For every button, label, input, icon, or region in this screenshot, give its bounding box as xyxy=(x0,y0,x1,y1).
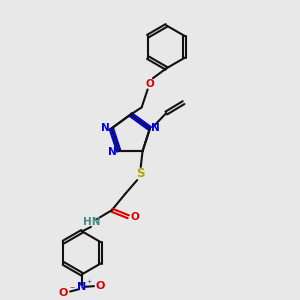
Text: S: S xyxy=(136,167,144,180)
Text: O: O xyxy=(95,281,105,291)
Text: $^{+}$: $^{+}$ xyxy=(85,279,92,288)
Text: $^{-}$: $^{-}$ xyxy=(69,284,76,293)
Text: N: N xyxy=(108,147,117,157)
Text: N: N xyxy=(152,123,160,133)
Text: O: O xyxy=(58,288,68,298)
Text: O: O xyxy=(130,212,139,222)
Text: O: O xyxy=(146,79,154,88)
Text: HN: HN xyxy=(83,217,101,226)
Text: N: N xyxy=(77,282,87,292)
Text: N: N xyxy=(101,123,110,133)
